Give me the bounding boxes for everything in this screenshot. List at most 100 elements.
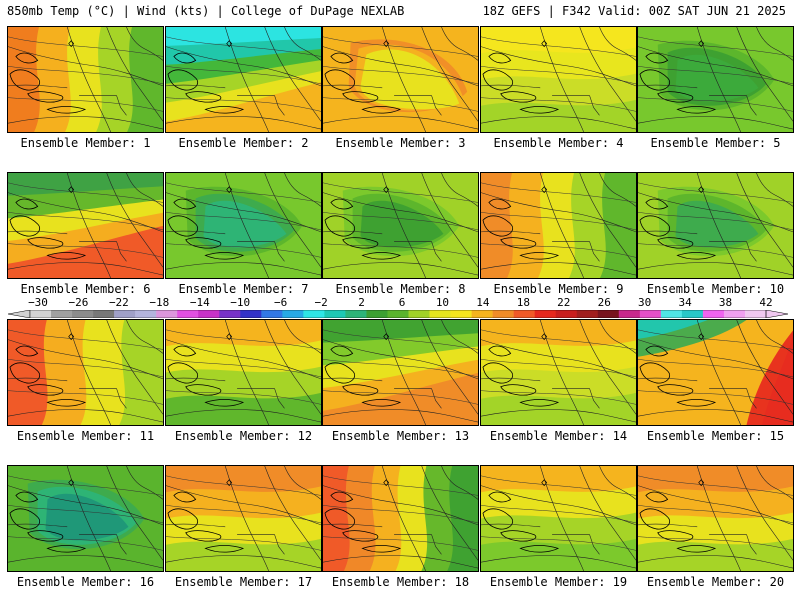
ensemble-map-16	[7, 465, 164, 572]
ensemble-member-label: Ensemble Member: 5	[650, 136, 781, 150]
temperature-field	[638, 466, 793, 571]
colorbar-swatch	[681, 310, 704, 318]
colorbar-swatch	[345, 310, 367, 318]
ensemble-map-3	[322, 26, 479, 133]
temperature-field	[323, 27, 478, 132]
temperature-colorbar	[8, 310, 788, 318]
colorbar-tick-label: 22	[557, 296, 571, 309]
temperature-field	[481, 173, 636, 278]
ensemble-map-11	[7, 319, 164, 426]
colorbar-max-arrow	[765, 310, 788, 318]
ensemble-member-label: Ensemble Member: 9	[493, 282, 624, 296]
colorbar-swatch	[471, 310, 493, 318]
ensemble-map-8	[322, 172, 479, 279]
ensemble-map-15	[637, 319, 794, 426]
ensemble-map-4	[480, 26, 637, 133]
temperature-field	[166, 173, 321, 278]
ensemble-member-label: Ensemble Member: 8	[335, 282, 466, 296]
ensemble-member-label: Ensemble Member: 3	[335, 136, 466, 150]
ensemble-member-label: Ensemble Member: 1	[20, 136, 151, 150]
ensemble-map-5	[637, 26, 794, 133]
colorbar-tick-label: −22	[108, 296, 129, 309]
colorbar-tick-label: −2	[314, 296, 328, 309]
colorbar-swatch	[177, 310, 199, 318]
ensemble-member-label: Ensemble Member: 20	[646, 575, 785, 589]
ensemble-map-18	[322, 465, 479, 572]
ensemble-map-14	[480, 319, 637, 426]
ensemble-map-9	[480, 172, 637, 279]
ensemble-member-label: Ensemble Member: 2	[178, 136, 309, 150]
colorbar-swatch	[702, 310, 725, 318]
colorbar-tick-label: 10	[435, 296, 450, 309]
colorbar-swatch	[744, 310, 767, 318]
ensemble-map-17	[165, 465, 322, 572]
ensemble-map-6	[7, 172, 164, 279]
colorbar-swatch	[576, 310, 599, 318]
ensemble-map-19	[480, 465, 637, 572]
temperature-field	[8, 466, 163, 571]
colorbar-swatch	[156, 310, 178, 318]
colorbar-swatch	[198, 310, 220, 318]
temperature-field	[166, 320, 321, 425]
ensemble-member-label: Ensemble Member: 13	[331, 429, 470, 443]
temperature-field	[638, 320, 793, 425]
colorbar-swatch	[261, 310, 283, 318]
colorbar-swatch	[618, 310, 641, 318]
colorbar-swatch	[303, 310, 325, 318]
colorbar-swatch	[639, 310, 662, 318]
temperature-field	[481, 320, 636, 425]
colorbar-swatch	[492, 310, 514, 318]
colorbar-swatch	[114, 310, 136, 318]
ensemble-map-12	[165, 319, 322, 426]
ensemble-member-label: Ensemble Member: 14	[489, 429, 628, 443]
colorbar-swatch	[597, 310, 620, 318]
valid-time: 18Z GEFS | F342 Valid: 00Z SAT JUN 21 20…	[482, 4, 786, 18]
ensemble-map-2	[165, 26, 322, 133]
ensemble-member-label: Ensemble Member: 4	[493, 136, 624, 150]
colorbar-swatch	[450, 310, 472, 318]
ensemble-map-10	[637, 172, 794, 279]
ensemble-member-label: Ensemble Member: 11	[16, 429, 155, 443]
temperature-field	[481, 27, 636, 132]
ensemble-member-label: Ensemble Member: 16	[16, 575, 155, 589]
colorbar-min-arrow	[8, 310, 31, 318]
colorbar-tick-label: −18	[149, 296, 170, 309]
temperature-field	[481, 466, 636, 571]
colorbar-tick-label: 18	[516, 296, 530, 309]
temperature-field	[323, 320, 478, 425]
temperature-field	[8, 320, 163, 425]
ensemble-map-20	[637, 465, 794, 572]
colorbar-swatch	[30, 310, 52, 318]
temperature-field	[638, 173, 793, 278]
colorbar-swatch	[324, 310, 346, 318]
colorbar-swatch	[555, 310, 578, 318]
colorbar-swatch	[429, 310, 451, 318]
colorbar-swatch	[135, 310, 157, 318]
colorbar-swatch	[534, 310, 557, 318]
colorbar-swatch	[93, 310, 115, 318]
temperature-field	[323, 466, 478, 571]
colorbar-tick-label: 6	[398, 296, 406, 309]
colorbar-tick-label: 14	[476, 296, 490, 309]
map-title: 850mb Temp (°C) | Wind (kts) | College o…	[7, 4, 405, 18]
colorbar-tick-label: −6	[274, 296, 288, 309]
colorbar-swatch	[282, 310, 304, 318]
colorbar-swatch	[660, 310, 683, 318]
colorbar-swatch	[51, 310, 73, 318]
temperature-field	[8, 27, 163, 132]
temperature-field	[166, 466, 321, 571]
colorbar-swatch	[408, 310, 430, 318]
colorbar-swatch	[513, 310, 535, 318]
temperature-field	[8, 173, 163, 278]
colorbar-swatch	[366, 310, 388, 318]
colorbar-tick-label: 34	[678, 296, 692, 309]
colorbar-tick-label: 30	[638, 296, 652, 309]
temperature-field	[638, 27, 793, 132]
temperature-field	[323, 173, 478, 278]
colorbar-tick-label: 26	[597, 296, 611, 309]
colorbar-swatch	[387, 310, 409, 318]
ensemble-member-label: Ensemble Member: 17	[174, 575, 313, 589]
temperature-field	[166, 27, 321, 132]
ensemble-member-label: Ensemble Member: 10	[646, 282, 785, 296]
colorbar-swatch	[72, 310, 94, 318]
